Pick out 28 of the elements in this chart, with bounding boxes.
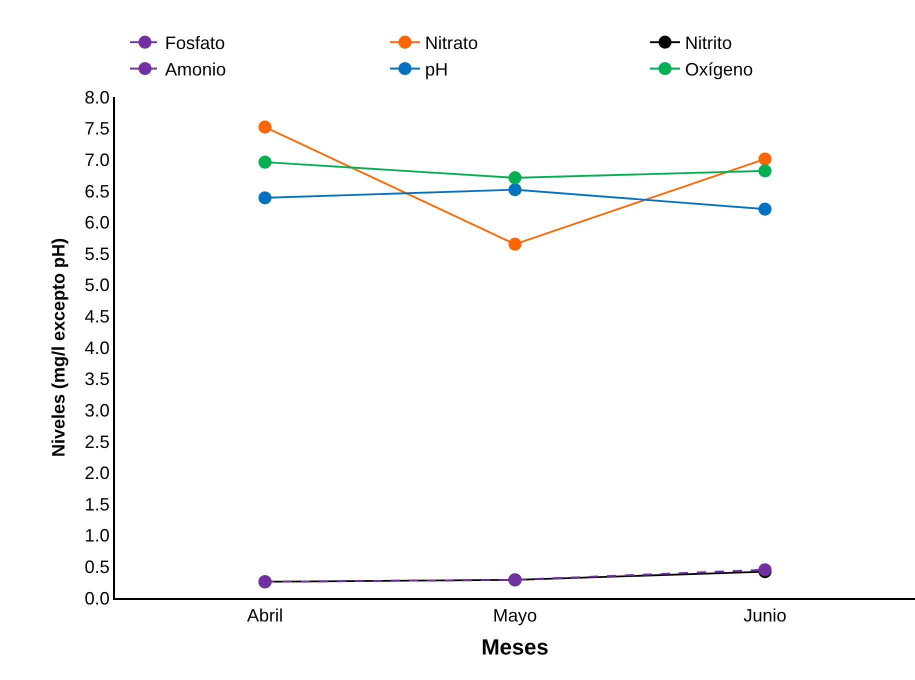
y-tick-label: 2.5 xyxy=(84,432,110,452)
y-tick-label: 1.0 xyxy=(84,526,110,546)
legend-label: Fosfato xyxy=(165,33,226,54)
legend-label: Amonio xyxy=(165,60,226,80)
y-tick-label: 6.5 xyxy=(84,181,110,202)
y-tick-label: 7.0 xyxy=(84,150,110,170)
y-tick-label: 1.5 xyxy=(84,494,110,514)
y-tick-label: 8.0 xyxy=(84,87,110,108)
legend-label: pH xyxy=(425,60,448,80)
y-tick-label: 3.5 xyxy=(84,369,110,390)
x-tick-label: Abril xyxy=(246,605,284,626)
y-tick-label: 4.0 xyxy=(84,338,110,358)
y-axis-title: Niveles (mg/l excepto pH) xyxy=(48,238,68,458)
y-tick-label: 0.0 xyxy=(84,588,110,608)
y-tick-label: 3.0 xyxy=(84,400,110,420)
legend-label: Nitrito xyxy=(685,33,732,54)
y-tick-label: 0.5 xyxy=(84,556,110,577)
legend-label: Oxígeno xyxy=(685,60,754,80)
y-tick-label: 4.5 xyxy=(84,306,110,326)
y-tick-label: 6.0 xyxy=(84,212,110,233)
legend-label: Nitrato xyxy=(425,33,478,54)
y-tick-label: 7.5 xyxy=(84,118,110,139)
y-tick-label: 2.0 xyxy=(84,463,110,484)
x-tick-label: Junio xyxy=(743,605,787,626)
x-tick-label: Mayo xyxy=(492,605,538,626)
y-tick-label: 5.0 xyxy=(84,275,110,296)
y-tick-label: 5.5 xyxy=(84,244,110,264)
x-axis-title: Meses xyxy=(481,634,549,660)
